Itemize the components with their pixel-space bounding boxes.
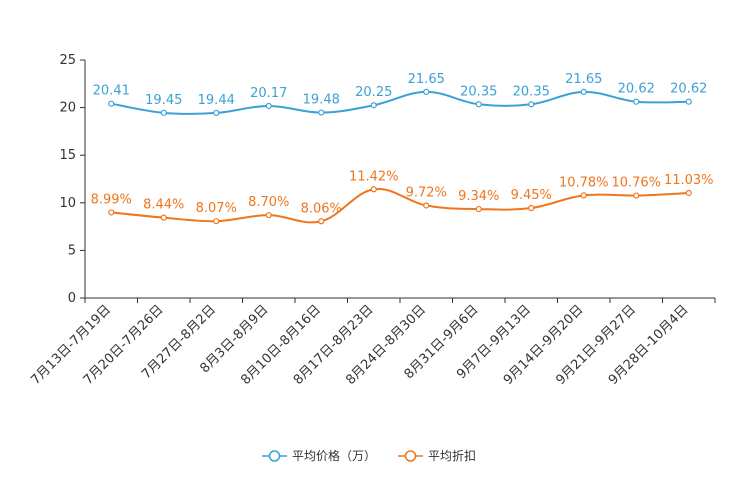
data-point: [423, 202, 430, 209]
data-label: 19.45: [145, 93, 182, 108]
data-point: [160, 214, 167, 221]
data-label: 8.06%: [301, 201, 342, 216]
data-point: [475, 205, 482, 213]
data-point: [213, 109, 220, 117]
data-point: [213, 218, 220, 225]
data-point: [108, 100, 115, 107]
data-label: 20.62: [618, 82, 655, 97]
y-tick-label: 20: [59, 101, 76, 116]
data-point: [370, 186, 377, 193]
data-label: 9.45%: [511, 188, 552, 203]
data-point: [370, 102, 377, 109]
data-point: [108, 209, 115, 216]
data-point: [318, 109, 325, 116]
data-label: 10.78%: [559, 175, 609, 190]
data-label: 9.72%: [406, 185, 447, 200]
data-label: 8.44%: [143, 198, 184, 213]
y-tick-label: 0: [68, 291, 76, 306]
data-label: 20.41: [93, 84, 130, 99]
data-label: 11.42%: [349, 169, 399, 184]
data-label: 20.17: [250, 86, 287, 101]
data-point: [633, 192, 640, 199]
data-point: [580, 192, 587, 199]
data-label: 20.25: [355, 85, 392, 100]
data-point: [265, 102, 272, 110]
data-point: [685, 98, 692, 105]
data-point: [633, 98, 640, 105]
data-point: [475, 101, 482, 108]
data-label: 20.62: [670, 82, 707, 97]
data-point: [528, 101, 535, 108]
data-point: [160, 109, 167, 116]
y-tick-label: 5: [68, 243, 76, 258]
data-point: [423, 88, 430, 95]
legend-marker-2: [404, 450, 417, 462]
data-label: 19.44: [198, 93, 235, 108]
data-label: 8.07%: [196, 201, 237, 216]
legend-label-1: 平均价格（万）: [292, 448, 376, 463]
y-tick-label: 15: [59, 148, 76, 163]
data-label: 19.48: [303, 93, 340, 108]
data-label: 9.34%: [458, 189, 499, 204]
data-label: 8.99%: [91, 192, 132, 207]
data-label: 20.35: [460, 84, 497, 99]
series-line-2: [111, 188, 689, 224]
legend-label-2: 平均折扣: [428, 448, 476, 463]
data-label: 21.65: [408, 72, 445, 87]
data-point: [318, 218, 325, 225]
y-tick-label: 10: [59, 196, 76, 211]
data-label: 11.03%: [664, 173, 714, 188]
data-label: 20.35: [513, 84, 550, 99]
series-line-1: [111, 90, 689, 115]
data-point: [265, 212, 272, 219]
data-label: 10.76%: [611, 176, 661, 191]
legend-marker-1: [268, 450, 281, 462]
data-label: 8.70%: [248, 195, 289, 210]
data-point: [580, 88, 587, 95]
data-label: 21.65: [565, 72, 602, 87]
y-tick-label: 25: [59, 53, 76, 68]
data-point: [528, 204, 535, 212]
data-point: [685, 189, 692, 197]
